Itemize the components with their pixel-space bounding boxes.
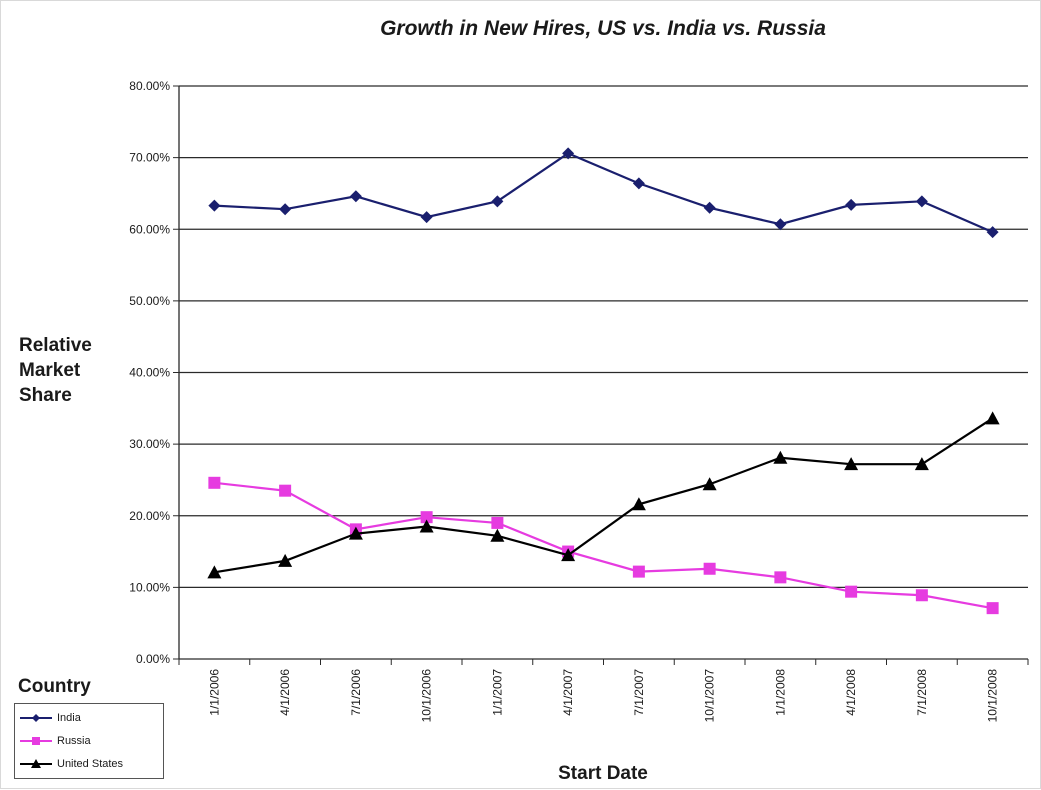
data-point — [632, 565, 645, 578]
data-point — [845, 585, 858, 598]
x-tick-label: 4/1/2006 — [278, 669, 292, 716]
x-tick-label: 10/1/2008 — [986, 669, 1000, 723]
data-point — [986, 226, 999, 239]
data-point — [915, 195, 928, 208]
data-point — [208, 199, 221, 212]
legend-swatch — [20, 714, 52, 722]
y-axis-label-line: Market — [19, 360, 81, 381]
data-point — [774, 571, 787, 584]
chart-title: Growth in New Hires, US vs. India vs. Ru… — [380, 17, 826, 40]
data-point — [844, 457, 859, 471]
y-tick-label: 50.00% — [129, 294, 170, 308]
y-tick-label: 40.00% — [129, 366, 170, 380]
x-tick-label: 1/1/2008 — [773, 669, 787, 716]
data-point — [348, 526, 363, 540]
data-point — [631, 497, 646, 511]
data-point — [279, 484, 292, 497]
data-point — [561, 548, 576, 562]
data-point — [420, 511, 433, 524]
data-point — [491, 516, 504, 529]
data-point — [279, 203, 292, 216]
data-point — [774, 218, 787, 231]
data-point — [207, 565, 222, 579]
data-point — [702, 477, 717, 491]
data-point — [845, 198, 858, 211]
series-united-states — [207, 411, 1000, 579]
data-point — [914, 457, 929, 471]
legend-item: Russia — [19, 733, 91, 749]
legend-swatch-marker — [32, 737, 40, 745]
series-line — [214, 417, 994, 574]
series-line — [214, 152, 994, 234]
y-axis-label: Relative Market Share — [19, 333, 92, 408]
y-tick-label: 70.00% — [129, 151, 170, 165]
y-tick-label: 0.00% — [136, 652, 170, 666]
legend-label: United States — [57, 758, 124, 770]
data-point — [208, 476, 221, 489]
series-india — [208, 147, 999, 239]
legend-label: India — [57, 712, 81, 724]
legend-swatch — [20, 737, 52, 745]
legend-item: India — [19, 710, 81, 726]
data-point — [278, 553, 293, 567]
x-tick-label: 4/1/2008 — [844, 669, 858, 716]
data-point — [490, 528, 505, 542]
data-point — [632, 177, 645, 190]
x-axis-label: Start Date — [558, 763, 648, 784]
legend: India Russia United States — [14, 703, 164, 779]
legend-swatch-marker — [31, 759, 41, 768]
x-tick-label: 7/1/2006 — [349, 669, 363, 716]
series-line — [214, 481, 993, 610]
data-point — [349, 190, 362, 203]
legend-title: Country — [18, 676, 91, 697]
y-axis-label-line: Share — [19, 385, 72, 406]
y-axis-label-line: Relative — [19, 335, 92, 356]
y-tick-label: 30.00% — [129, 437, 170, 451]
x-tick-label: 1/1/2006 — [207, 669, 221, 716]
data-point — [915, 589, 928, 602]
x-tick-label: 7/1/2007 — [632, 669, 646, 716]
data-point — [420, 211, 433, 224]
data-point — [703, 201, 716, 214]
data-point — [985, 411, 1000, 425]
legend-swatch — [20, 759, 52, 768]
y-tick-label: 20.00% — [129, 509, 170, 523]
data-point — [562, 147, 575, 160]
legend-swatch-marker — [32, 714, 40, 722]
x-tick-label: 4/1/2007 — [561, 669, 575, 716]
data-point — [419, 519, 434, 533]
x-tick-label: 7/1/2008 — [915, 669, 929, 716]
data-point — [986, 602, 999, 615]
legend-label: Russia — [57, 735, 91, 747]
y-tick-label: 60.00% — [129, 222, 170, 236]
legend-item: United States — [19, 756, 123, 772]
data-point — [703, 562, 716, 575]
data-point — [491, 195, 504, 208]
x-tick-label: 10/1/2007 — [703, 669, 717, 723]
data-point — [773, 450, 788, 464]
x-tick-label: 1/1/2007 — [490, 669, 504, 716]
x-tick-label: 10/1/2006 — [420, 669, 434, 723]
y-tick-label: 80.00% — [129, 79, 170, 93]
y-tick-label: 10.00% — [129, 580, 170, 594]
